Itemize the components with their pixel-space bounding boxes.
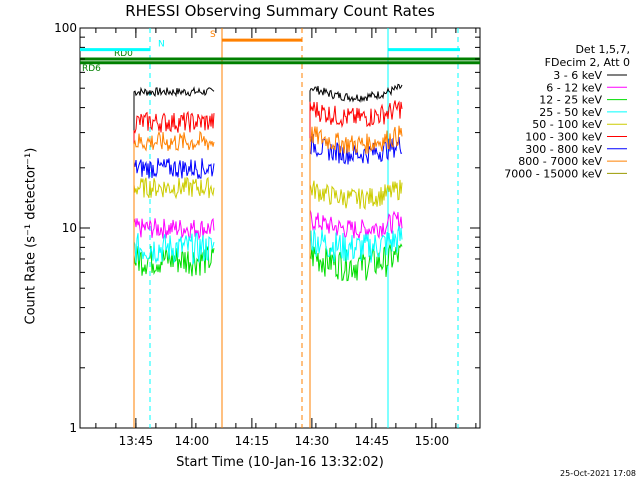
x-tick-label: 14:00 [175,434,210,448]
footer-timestamp: 25-Oct-2021 17:08 [560,469,636,478]
series-line [133,209,403,428]
flag-label: RD6 [82,64,101,74]
y-tick-label: 10 [62,221,77,235]
series-line [133,83,403,428]
x-tick-label: 13:45 [119,434,154,448]
legend-entry-label: 7000 - 15000 keV [504,167,602,180]
series-segment [309,179,403,428]
series-segment [133,86,215,428]
y-axis-label: Count Rate (s⁻¹ detector⁻¹) [23,147,39,325]
series-line [133,176,403,428]
flag-bars: RD0 RD6 N S [80,30,480,74]
series-segment [309,100,403,428]
series-segment [133,130,215,428]
y-tick-label: 100 [54,21,77,35]
series-segment [133,232,215,428]
legend-entry-label: 6 - 12 keV [546,81,602,94]
series-line [133,133,403,428]
legend-entry-label: 300 - 800 keV [525,143,602,156]
legend-entry-label: 3 - 6 keV [553,69,602,82]
series-segment [309,209,403,428]
series-line [133,243,403,428]
legend-entry-label: 25 - 50 keV [539,106,602,119]
x-tick-label: 14:45 [355,434,390,448]
legend-header-line-1: Det 1,5,7, [575,43,630,56]
flag-label: N [158,40,165,50]
series-segment [309,125,403,428]
y-tick-label: 1 [69,421,77,435]
legend-entry-label: 50 - 100 keV [532,118,602,131]
legend-entry-label: 100 - 300 keV [525,131,602,144]
series-segment [133,176,215,428]
series-segment [309,225,403,428]
chart-title: RHESSI Observing Summary Count Rates [125,2,435,20]
x-tick-label: 14:15 [235,434,270,448]
series-line [133,225,403,428]
flag-label: S [210,30,216,40]
legend-entry-label: 800 - 7000 keV [518,155,602,168]
series-segment [133,245,215,428]
axes-group: 1 10 100 13:45 14:00 14:15 14:30 14:45 15:00 [54,21,480,448]
series-segment [309,243,403,428]
series-group [133,83,403,428]
series-line [133,100,403,428]
flag-label: RD0 [114,49,133,59]
series-segment [133,110,215,428]
legend-entry-label: 12 - 25 keV [539,94,602,107]
x-tick-label: 14:30 [295,434,330,448]
series-line [133,125,403,428]
series-segment [133,158,215,428]
x-tick-label: 15:00 [415,434,450,448]
series-segment [133,217,215,428]
series-segment [309,83,403,428]
x-axis-label: Start Time (10-Jan-16 13:32:02) [176,455,384,470]
event-markers [149,28,459,428]
legend-header-line-2: FDecim 2, Att 0 [544,56,630,69]
